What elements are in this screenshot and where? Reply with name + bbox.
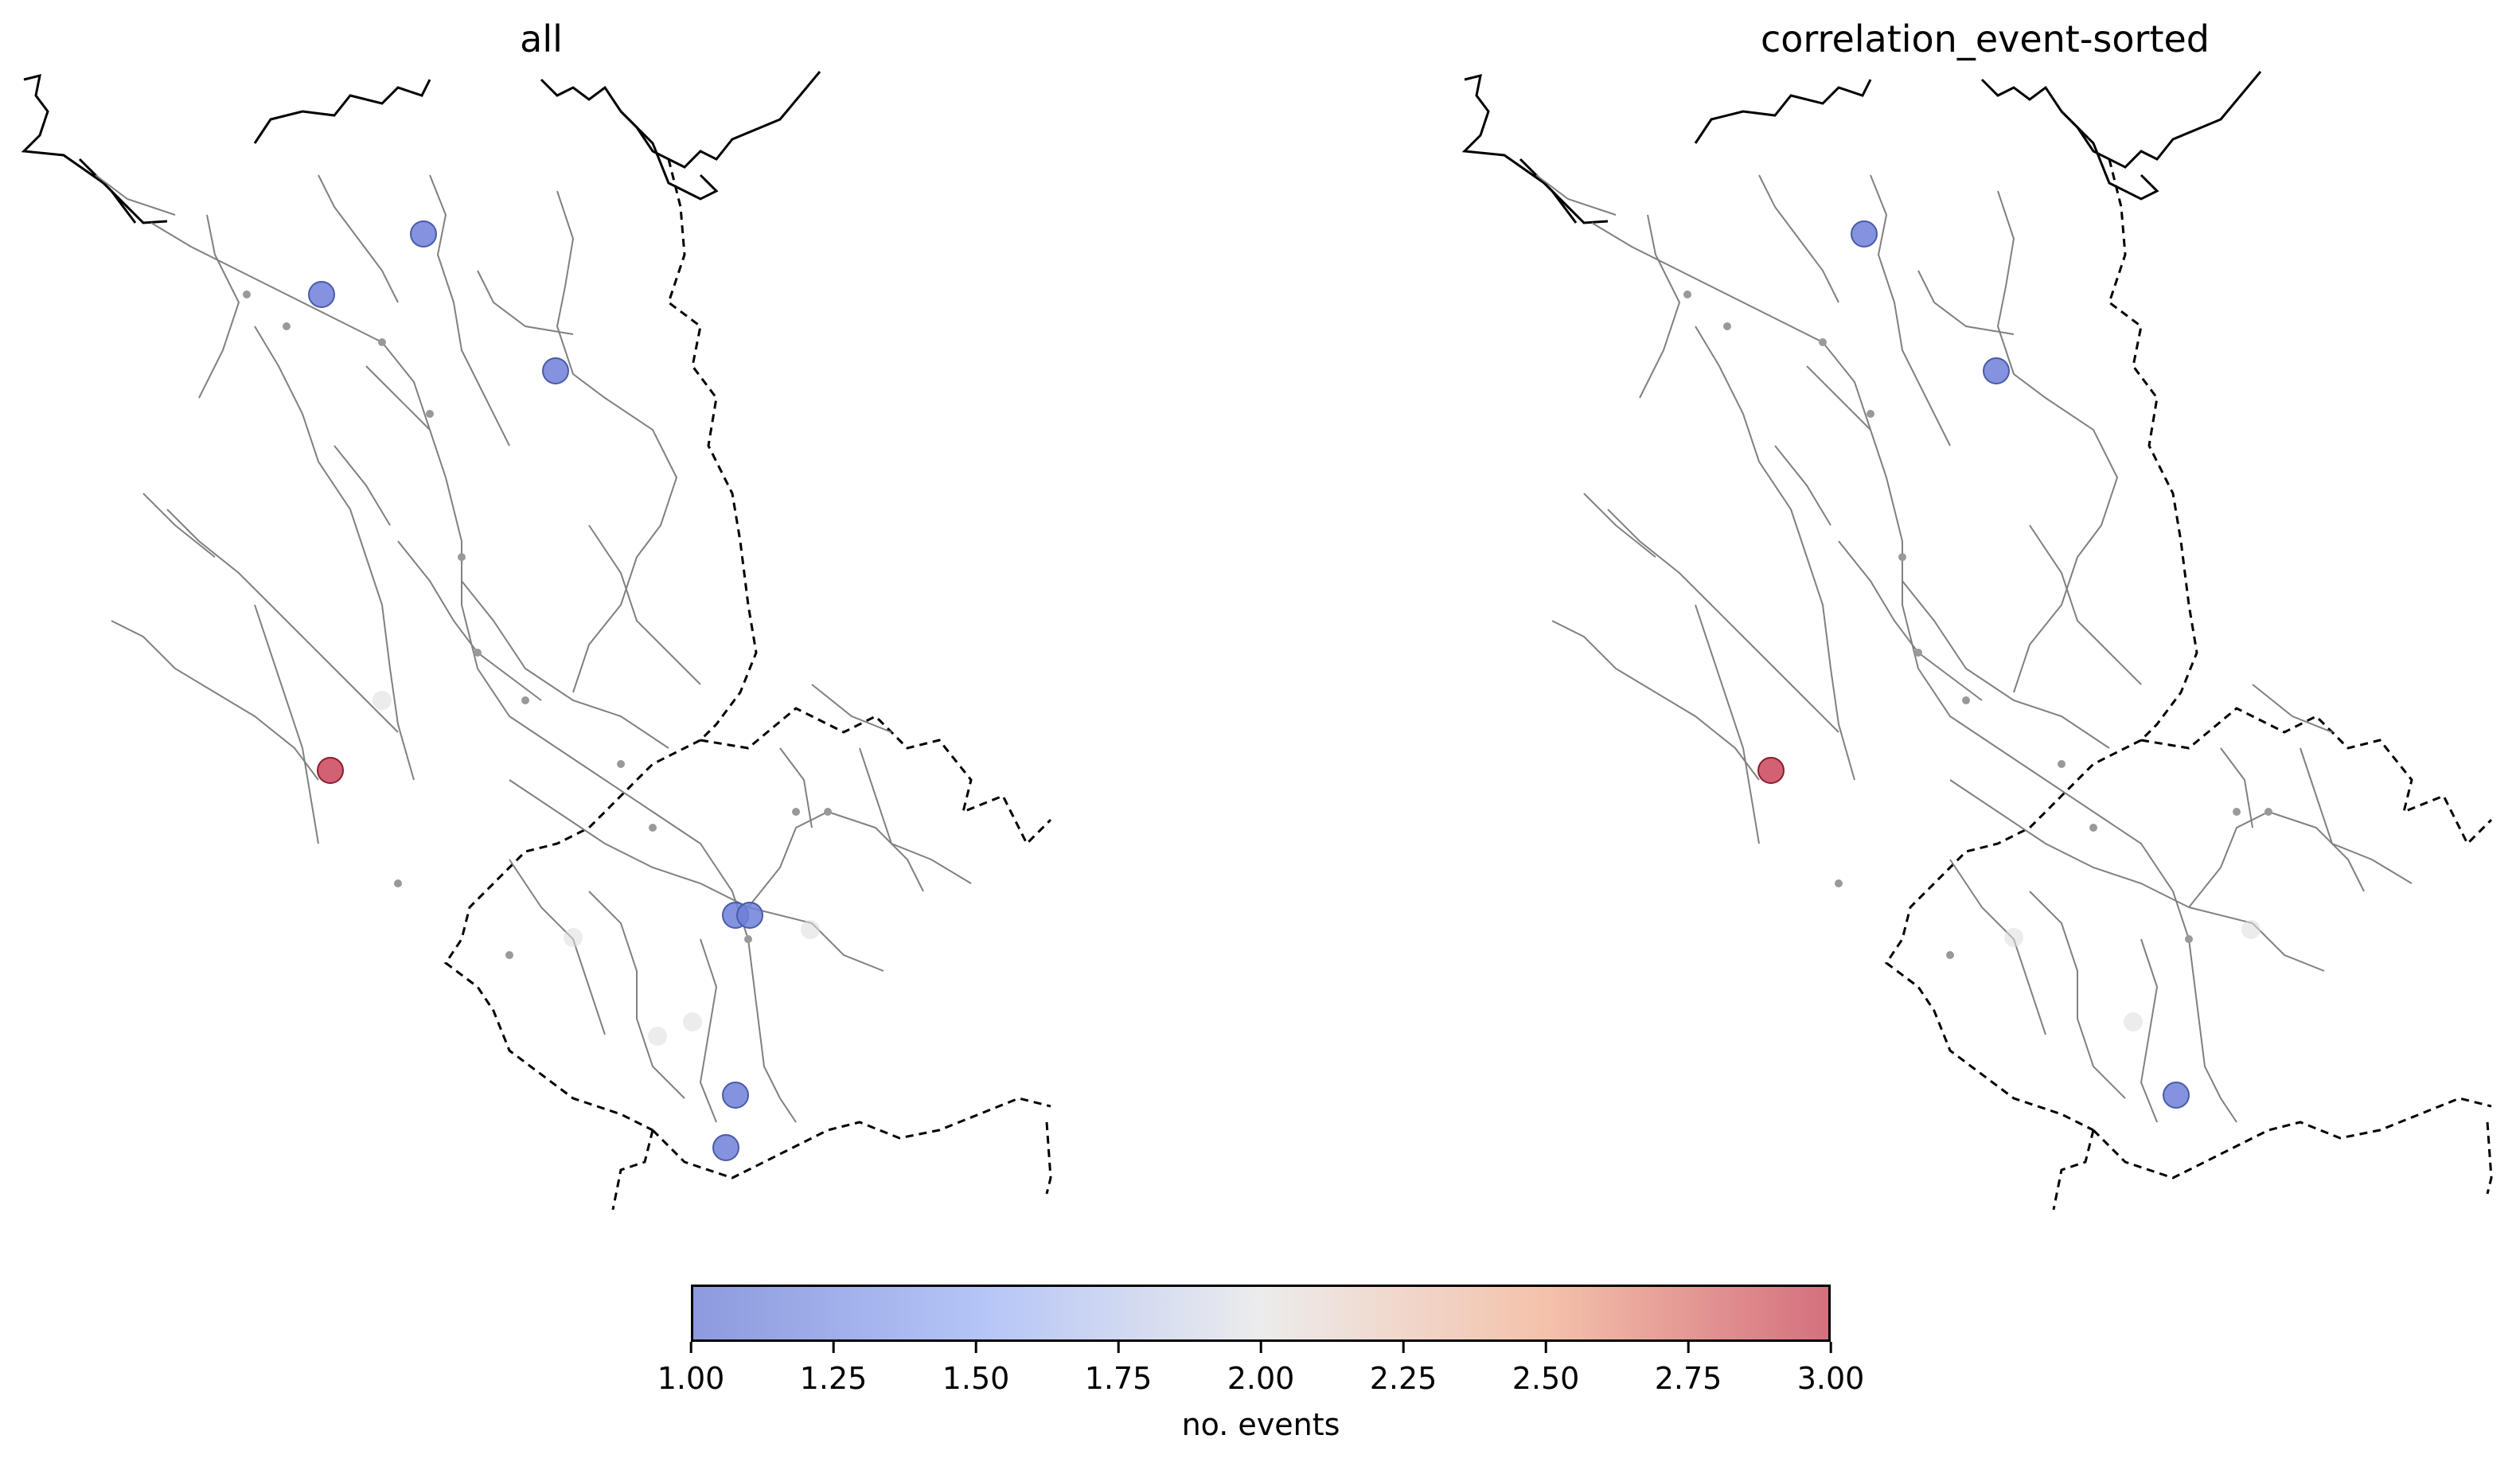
gauge-dot	[1898, 553, 1906, 561]
colorbar-tick: 2.25	[1370, 1342, 1437, 1396]
station-marker	[712, 1134, 739, 1161]
station-marker	[317, 757, 344, 784]
gauge-dot	[792, 808, 800, 816]
colorbar-tick-label: 3.00	[1796, 1361, 1865, 1396]
station-marker	[542, 357, 569, 384]
gauge-dots	[243, 290, 832, 959]
colorbar-tick-label: 2.25	[1369, 1361, 1437, 1396]
coastline	[1461, 71, 2262, 224]
colorbar	[691, 1285, 1831, 1342]
gauge-dot	[2185, 935, 2193, 943]
station-marker	[801, 920, 820, 939]
map-panel-all	[21, 71, 1052, 1211]
colorbar-label: no. events	[1181, 1407, 1340, 1442]
station-marker	[648, 1027, 667, 1046]
gauge-dot	[617, 760, 625, 768]
colorbar-ticks: 1.00 1.25 1.50 1.75 2.00 2.25 2.50 2.75 3.00	[657, 1342, 1864, 1396]
station-marker	[722, 1082, 749, 1109]
gauge-dot	[1946, 951, 1954, 959]
gauge-dot	[1962, 696, 1970, 704]
map-panel-correlation	[1461, 71, 2493, 1211]
gauge-dot	[2058, 760, 2066, 768]
station-markers	[308, 220, 820, 1161]
gauge-dot	[2089, 824, 2097, 832]
gauge-dot	[243, 290, 251, 298]
gauge-dot	[1867, 410, 1874, 418]
colorbar-tick-label: 2.50	[1512, 1361, 1580, 1396]
station-marker	[683, 1012, 702, 1031]
coastline	[21, 71, 821, 224]
colorbar-tick-label: 2.00	[1227, 1361, 1295, 1396]
station-markers	[1757, 220, 2261, 1109]
colorbar-tick-label: 1.25	[799, 1361, 868, 1396]
colorbar-tick: 1.75	[1084, 1342, 1153, 1396]
river-network	[1535, 174, 2413, 1123]
colorbar-tick: 1.00	[657, 1342, 725, 1396]
gauge-dot	[1723, 322, 1731, 330]
gauge-dot	[394, 879, 402, 887]
station-marker	[2004, 928, 2023, 947]
colorbar-tick-label: 2.75	[1654, 1361, 1722, 1396]
panel-title-correlation: correlation_event-sorted	[1761, 18, 2210, 60]
gauge-dot	[2264, 808, 2272, 816]
station-marker	[564, 928, 583, 947]
gauge-dot	[426, 410, 434, 418]
gauge-dot	[474, 649, 482, 657]
station-marker	[2241, 920, 2261, 939]
colorbar-tick-label: 1.00	[657, 1361, 725, 1396]
gauge-dot	[1835, 879, 1843, 887]
gauge-dot	[744, 935, 752, 943]
gauge-dot	[1914, 649, 1922, 657]
river-network	[95, 174, 972, 1123]
country-border	[443, 158, 1052, 1211]
station-marker	[410, 220, 437, 248]
gauge-dot	[1683, 290, 1691, 298]
gauge-dot	[505, 951, 513, 959]
station-marker	[2163, 1082, 2190, 1109]
gauge-dot	[458, 553, 466, 561]
colorbar-tick: 2.00	[1227, 1342, 1295, 1396]
country-border	[1884, 158, 2493, 1211]
gauge-dot	[824, 808, 832, 816]
gauge-dots	[1683, 290, 2272, 959]
colorbar-tick-label: 1.50	[942, 1361, 1010, 1396]
gauge-dot	[2233, 808, 2241, 816]
station-marker	[736, 902, 763, 929]
colorbar-gradient	[693, 1287, 1828, 1339]
panel-title-all: all	[520, 18, 563, 60]
colorbar-tick: 1.50	[942, 1342, 1010, 1396]
gauge-dot	[378, 338, 386, 346]
station-marker	[308, 281, 335, 308]
gauge-dot	[283, 322, 291, 330]
gauge-dot	[649, 824, 657, 832]
colorbar-tick: 1.25	[799, 1342, 868, 1396]
station-marker	[373, 691, 392, 710]
station-marker	[1983, 357, 2010, 384]
station-marker	[2124, 1012, 2143, 1031]
colorbar-tick: 3.00	[1796, 1342, 1865, 1396]
colorbar-tick: 2.75	[1655, 1342, 1722, 1396]
gauge-dot	[1819, 338, 1827, 346]
station-marker	[1851, 220, 1878, 248]
colorbar-tick-label: 1.75	[1084, 1361, 1153, 1396]
gauge-dot	[521, 696, 529, 704]
colorbar-tick: 2.50	[1512, 1342, 1580, 1396]
station-marker	[1757, 757, 1785, 784]
